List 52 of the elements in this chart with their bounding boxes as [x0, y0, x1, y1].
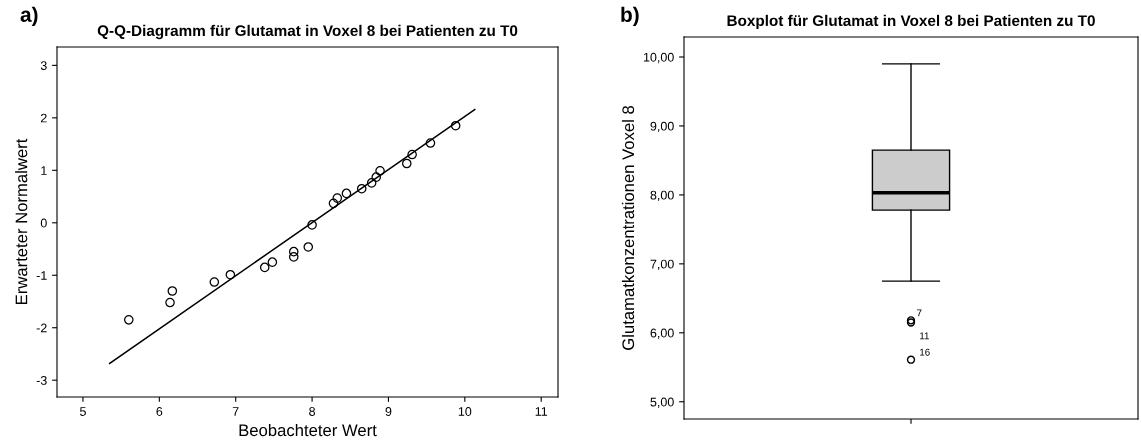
y-tick-label: 7,00 — [650, 259, 674, 270]
y-tick-label: -3 — [36, 376, 47, 385]
x-tick-label: 5 — [79, 407, 86, 416]
point — [401, 158, 412, 169]
y-tick-label: 3 — [40, 61, 47, 71]
point — [209, 277, 220, 287]
point — [165, 297, 175, 308]
y-tick-label: -1 — [36, 271, 47, 280]
y-tick-label: -2 — [36, 323, 47, 333]
x-tick-label: 8 — [309, 407, 316, 416]
point — [288, 252, 299, 262]
point — [375, 166, 385, 176]
point — [371, 172, 382, 182]
x-tick-label: 9 — [385, 407, 392, 416]
point — [303, 242, 314, 252]
chart-title: Boxplot für Glutamat in Voxel 8 bei Patienten zu T0 — [727, 14, 1095, 30]
y-tick-label: 0 — [40, 218, 47, 228]
x-tick-label: 10 — [458, 407, 472, 416]
y-tick-label: 6,00 — [650, 328, 674, 339]
point — [123, 315, 134, 325]
x-tick-label: 11 — [535, 407, 548, 416]
annotation: 16 — [920, 348, 930, 356]
chart-title: Q-Q-Diagramm für Glutamat in Voxel 8 bei Patienten zu T0 — [97, 24, 518, 40]
point — [167, 286, 178, 296]
point — [288, 246, 299, 257]
point — [341, 188, 352, 199]
point — [356, 183, 367, 194]
point — [328, 198, 339, 209]
point — [259, 262, 270, 273]
point — [332, 193, 343, 203]
x-tick-label: 7 — [232, 407, 239, 416]
y-axis-title: Erwarteter Normalwert — [15, 138, 28, 304]
y-axis-title: Glutamatkonzentrationen Voxel 8 — [621, 105, 635, 350]
y-tick-label: 8,00 — [650, 190, 674, 202]
point — [450, 120, 461, 131]
point — [407, 149, 417, 160]
point — [425, 138, 436, 148]
text: a) — [20, 6, 38, 27]
y-tick-label: 10,00 — [643, 52, 674, 64]
text: b) — [621, 6, 639, 27]
y-tick-label: 9,00 — [650, 121, 674, 133]
y-tick-label: 5,00 — [650, 397, 674, 408]
annotation: 11 — [920, 332, 929, 340]
point — [366, 178, 377, 188]
point — [307, 220, 317, 230]
point — [267, 257, 278, 267]
point — [225, 269, 236, 280]
x-axis-title: Beobachteter Wert — [239, 423, 377, 437]
y-tick-label: 1 — [41, 166, 47, 175]
y-tick-label: 2 — [40, 113, 47, 123]
x-tick-label: 6 — [156, 407, 163, 416]
annotation: 7 — [917, 309, 922, 317]
